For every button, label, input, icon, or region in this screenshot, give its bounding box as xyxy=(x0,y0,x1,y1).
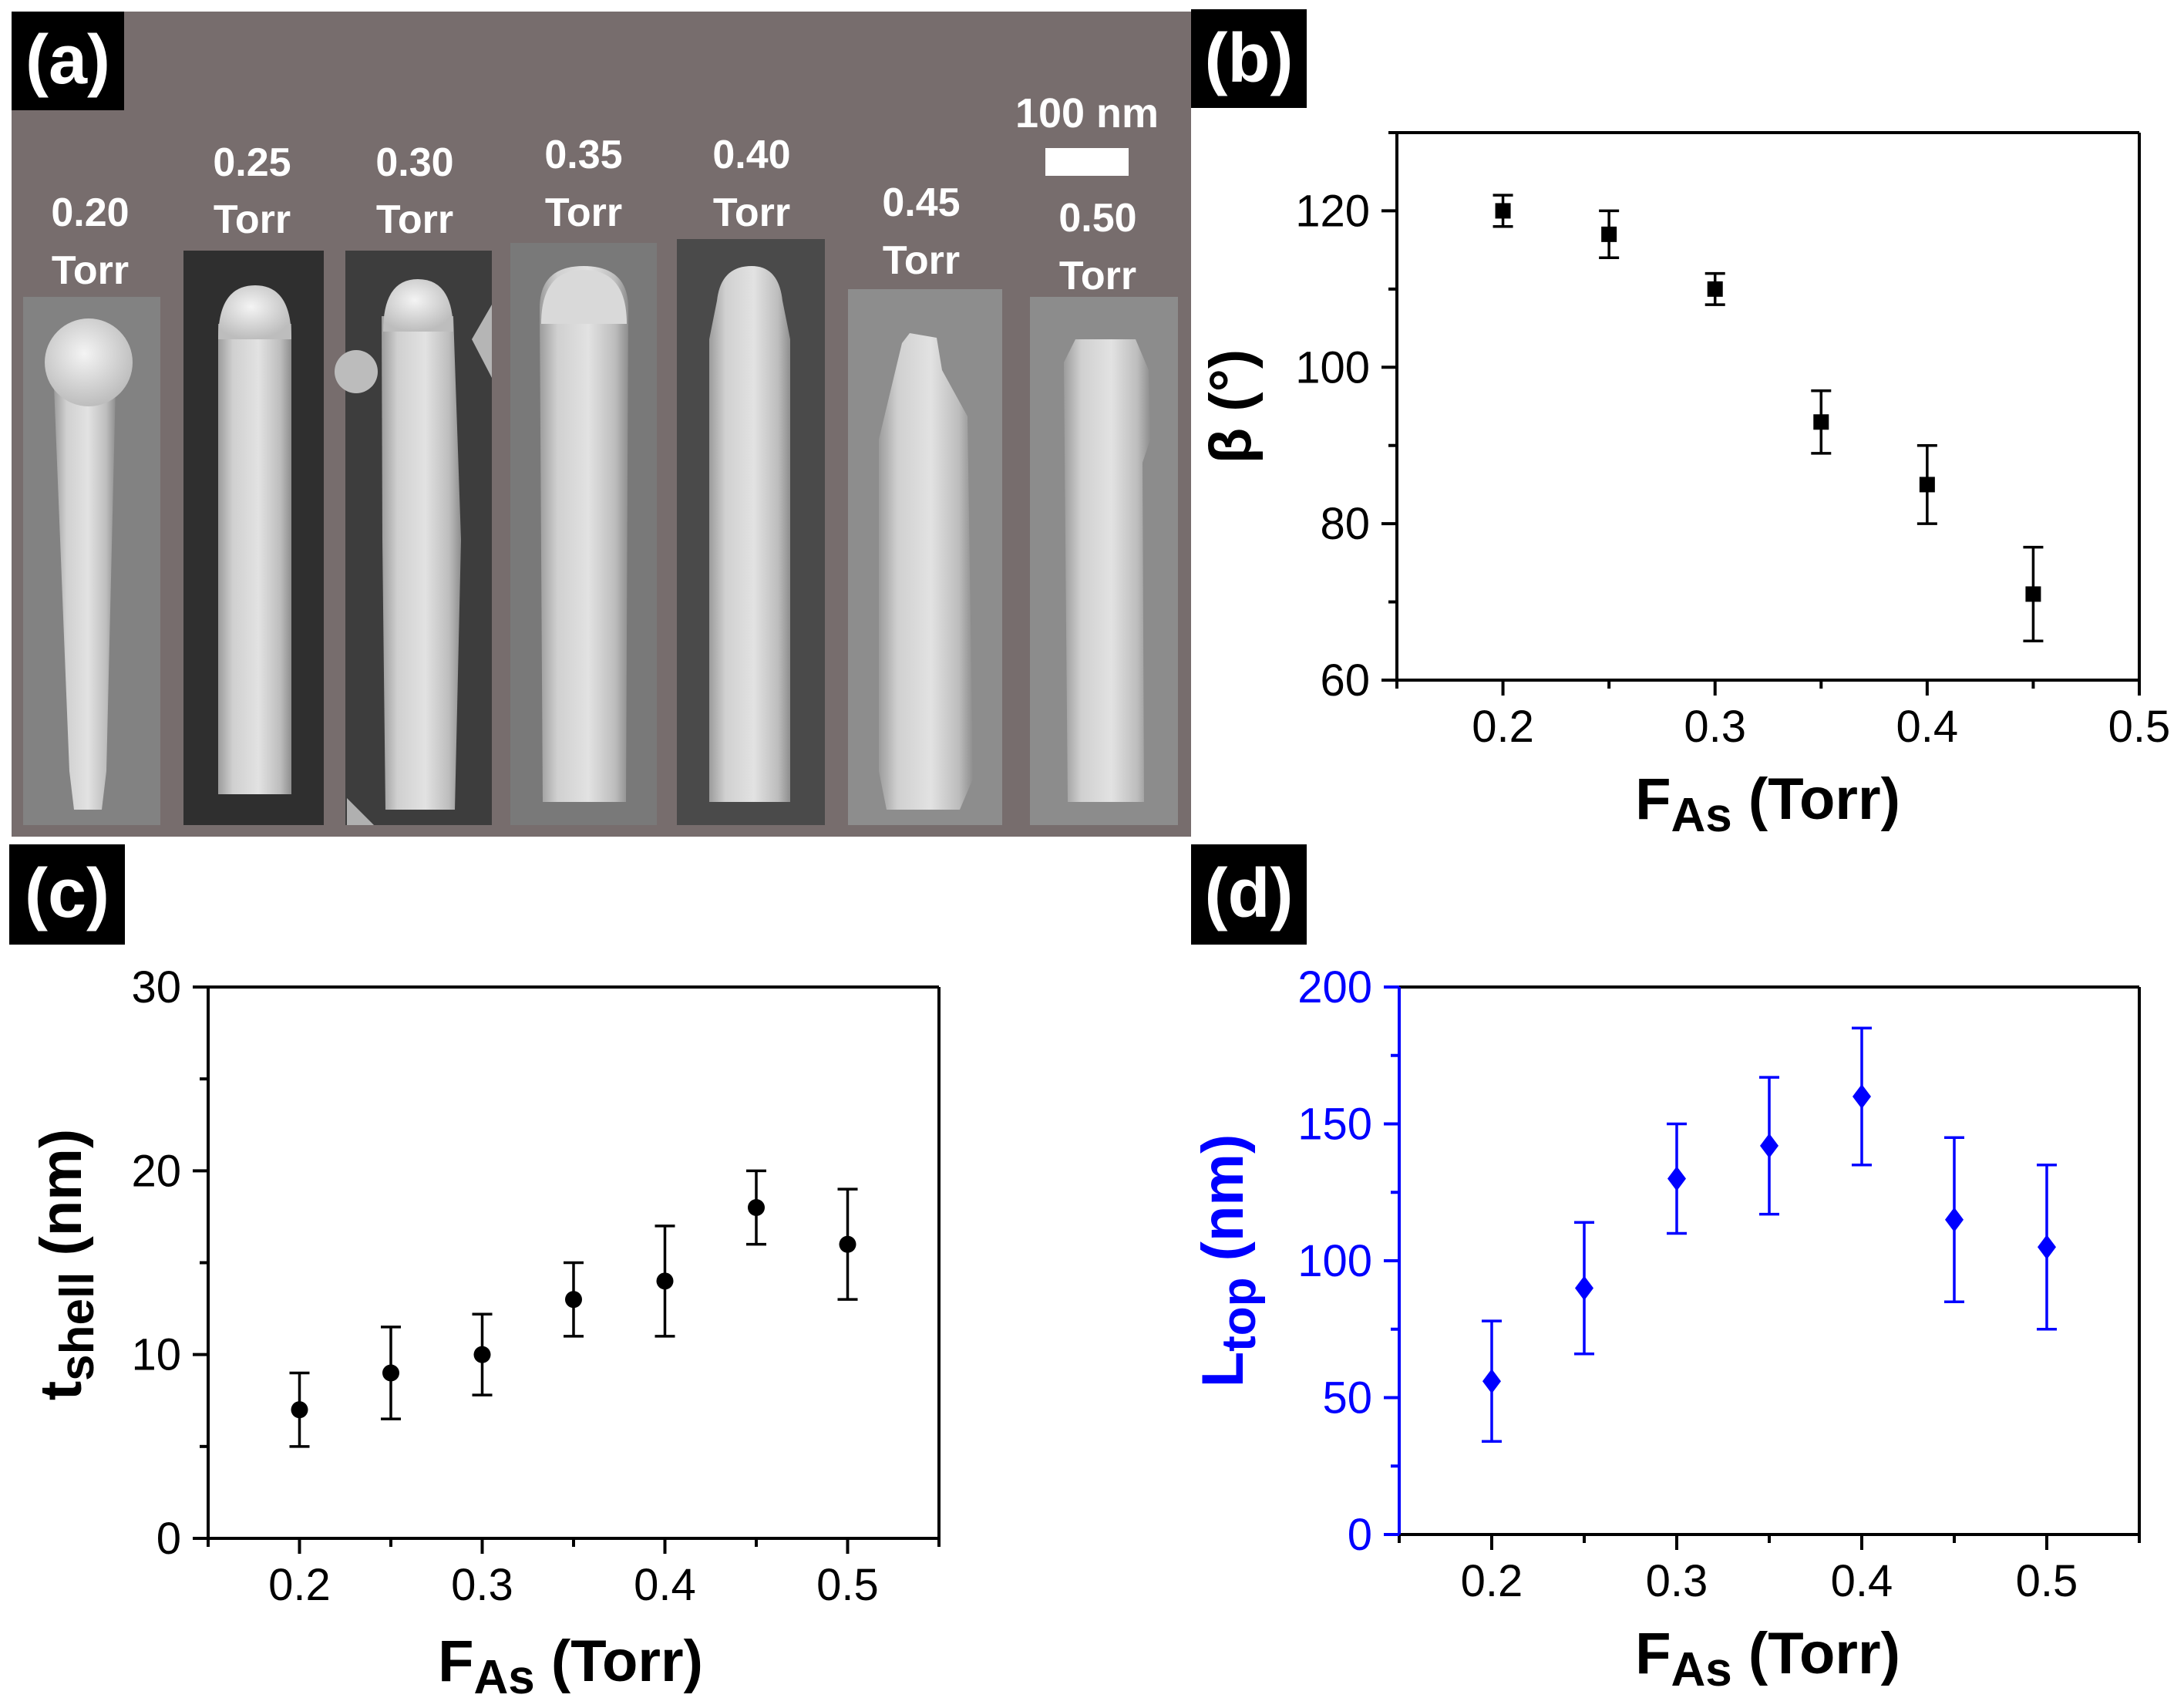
chart-d-x-tick-label: 0.5 xyxy=(2016,1556,2078,1606)
chart-c: (c) 0.2 0.3 0.4 0.5 0 10 20 30 FAs (Torr) tshell (… xyxy=(9,844,941,1704)
chart-d-y-tick-label: 200 xyxy=(1297,962,1372,1012)
chart-d-data-point xyxy=(1575,1275,1593,1301)
chart-c-x-axis-label: FAs (Torr) xyxy=(438,1629,703,1704)
sample-unit-0.45: Torr xyxy=(883,238,960,283)
chart-b-x-tick-label: 0.2 xyxy=(1472,702,1534,752)
chart-c-data-point xyxy=(382,1364,399,1382)
chart-b-data-point xyxy=(1495,203,1511,219)
nanowire-0.50 xyxy=(1064,339,1150,802)
chart-b-panel-label: (b) xyxy=(1205,20,1294,97)
chart-d-y-tick-label: 150 xyxy=(1297,1100,1372,1150)
chart-d-x-axis-label: FAs (Torr) xyxy=(1635,1621,1900,1696)
sample-pressure-0.40: 0.40 xyxy=(712,133,790,177)
chart-b-y-tick-label: 60 xyxy=(1320,655,1370,706)
chart-b-data-point xyxy=(1813,414,1829,430)
chart-d-y-tick-label: 0 xyxy=(1348,1510,1372,1560)
chart-b-x-tick-label: 0.3 xyxy=(1684,702,1746,752)
sample-unit-0.25: Torr xyxy=(214,197,291,242)
chart-d-x-tick-label: 0.2 xyxy=(1461,1556,1523,1606)
sample-pressure-0.30: 0.30 xyxy=(375,140,453,185)
chart-d-label-box xyxy=(1191,844,1307,945)
chart-d-x-tick-label: 0.4 xyxy=(1831,1556,1893,1606)
sample-pressure-0.20: 0.20 xyxy=(51,190,129,235)
panel-a-label-box xyxy=(12,12,124,110)
sample-pressure-0.50: 0.50 xyxy=(1058,196,1136,241)
chart-c-data-point xyxy=(839,1235,856,1253)
chart-c-x-tick-label: 0.4 xyxy=(634,1560,696,1610)
chart-c-data-point xyxy=(748,1199,765,1216)
chart-c-y-tick-label: 30 xyxy=(131,962,181,1012)
chart-b-data-point xyxy=(1601,226,1617,242)
chart-b-y-axis-label: β (°) xyxy=(1198,349,1264,464)
chart-c-y-tick-label: 10 xyxy=(131,1330,181,1380)
chart-d-y-tick-label: 50 xyxy=(1322,1373,1372,1423)
sample-unit-0.40: Torr xyxy=(713,190,790,235)
sample-unit-0.20: Torr xyxy=(52,248,129,293)
nanowire-0.20 xyxy=(54,386,116,810)
chart-b: (b) 0.2 0.3 0.4 0.5 60 80 100 120 FAs (Torr) β (°) xyxy=(1191,9,2170,842)
chart-c-y-axis-label: tshell (nm) xyxy=(29,1129,104,1400)
chart-d-data-point xyxy=(1853,1084,1871,1109)
nanowire-0.45 xyxy=(879,333,973,810)
chart-d-y-tick-label: 100 xyxy=(1297,1236,1372,1286)
chart-c-data-point xyxy=(656,1272,674,1290)
nanowire-0.35 xyxy=(540,266,628,802)
scale-bar-label: 100 nm xyxy=(1015,90,1159,136)
sem-particle-2 xyxy=(472,305,492,378)
chart-d-data-point xyxy=(1667,1166,1686,1191)
chart-b-label-box xyxy=(1191,9,1307,108)
chart-b-y-tick-label: 80 xyxy=(1320,499,1370,549)
sample-pressure-0.45: 0.45 xyxy=(882,180,960,225)
chart-c-y-tick-label: 20 xyxy=(131,1146,181,1196)
chart-c-panel-label: (c) xyxy=(25,855,109,932)
panel-a-label: (a) xyxy=(25,22,110,99)
nanowire-cap-0.20 xyxy=(45,318,133,406)
chart-d-y-axis-label: Ltop (nm) xyxy=(1190,1134,1266,1388)
chart-d-x-tick-label: 0.3 xyxy=(1646,1556,1708,1606)
chart-c-data-point xyxy=(473,1346,491,1363)
panel-a: (a) 0.20 Torr 0.25 Torr 0.30 Torr 0.35 T… xyxy=(12,12,1191,837)
chart-d-data-point xyxy=(2038,1235,2056,1260)
scale-bar xyxy=(1045,148,1129,176)
chart-b-x-tick-label: 0.4 xyxy=(1896,702,1959,752)
nanowire-0.40 xyxy=(709,266,790,802)
nanowire-0.25 xyxy=(218,324,291,794)
nanowire-cap-0.30 xyxy=(383,279,453,332)
nanowire-0.30 xyxy=(382,316,461,810)
chart-c-label-box xyxy=(9,844,125,945)
sample-pressure-0.35: 0.35 xyxy=(544,133,622,177)
chart-b-data-point xyxy=(1919,477,1935,493)
chart-b-data-point xyxy=(1707,281,1723,297)
sample-unit-0.30: Torr xyxy=(376,197,453,242)
chart-c-x-tick-label: 0.3 xyxy=(451,1560,513,1610)
sample-unit-0.35: Torr xyxy=(545,190,622,235)
chart-c-x-tick-label: 0.5 xyxy=(816,1560,879,1610)
chart-b-data-point xyxy=(2025,586,2041,602)
chart-b-y-tick-label: 120 xyxy=(1295,186,1370,236)
chart-d-data-point xyxy=(1482,1369,1501,1394)
chart-b-y-tick-label: 100 xyxy=(1295,342,1370,392)
chart-d-data-point xyxy=(1760,1133,1778,1158)
sample-pressure-0.25: 0.25 xyxy=(213,140,291,185)
sem-particle xyxy=(335,350,378,393)
chart-b-x-tick-label: 0.5 xyxy=(2108,702,2171,752)
chart-d: (d) 0.2 0.3 0.4 0.5 0 50 100 150 200 FAs (Torr) Lto… xyxy=(1190,844,2141,1696)
sample-unit-0.50: Torr xyxy=(1059,254,1136,298)
chart-d-panel-label: (d) xyxy=(1205,855,1294,932)
chart-c-data-point xyxy=(565,1291,582,1309)
sem-particle-3 xyxy=(347,798,374,825)
nanowire-cap-0.35 xyxy=(541,270,627,324)
chart-d-data-point xyxy=(1945,1207,1964,1232)
chart-c-x-tick-label: 0.2 xyxy=(268,1560,331,1610)
chart-c-data-point xyxy=(291,1401,308,1419)
chart-b-x-axis-label: FAs (Torr) xyxy=(1635,766,1900,842)
chart-c-y-tick-label: 0 xyxy=(156,1514,181,1564)
nanowire-cap-0.25 xyxy=(218,285,291,339)
